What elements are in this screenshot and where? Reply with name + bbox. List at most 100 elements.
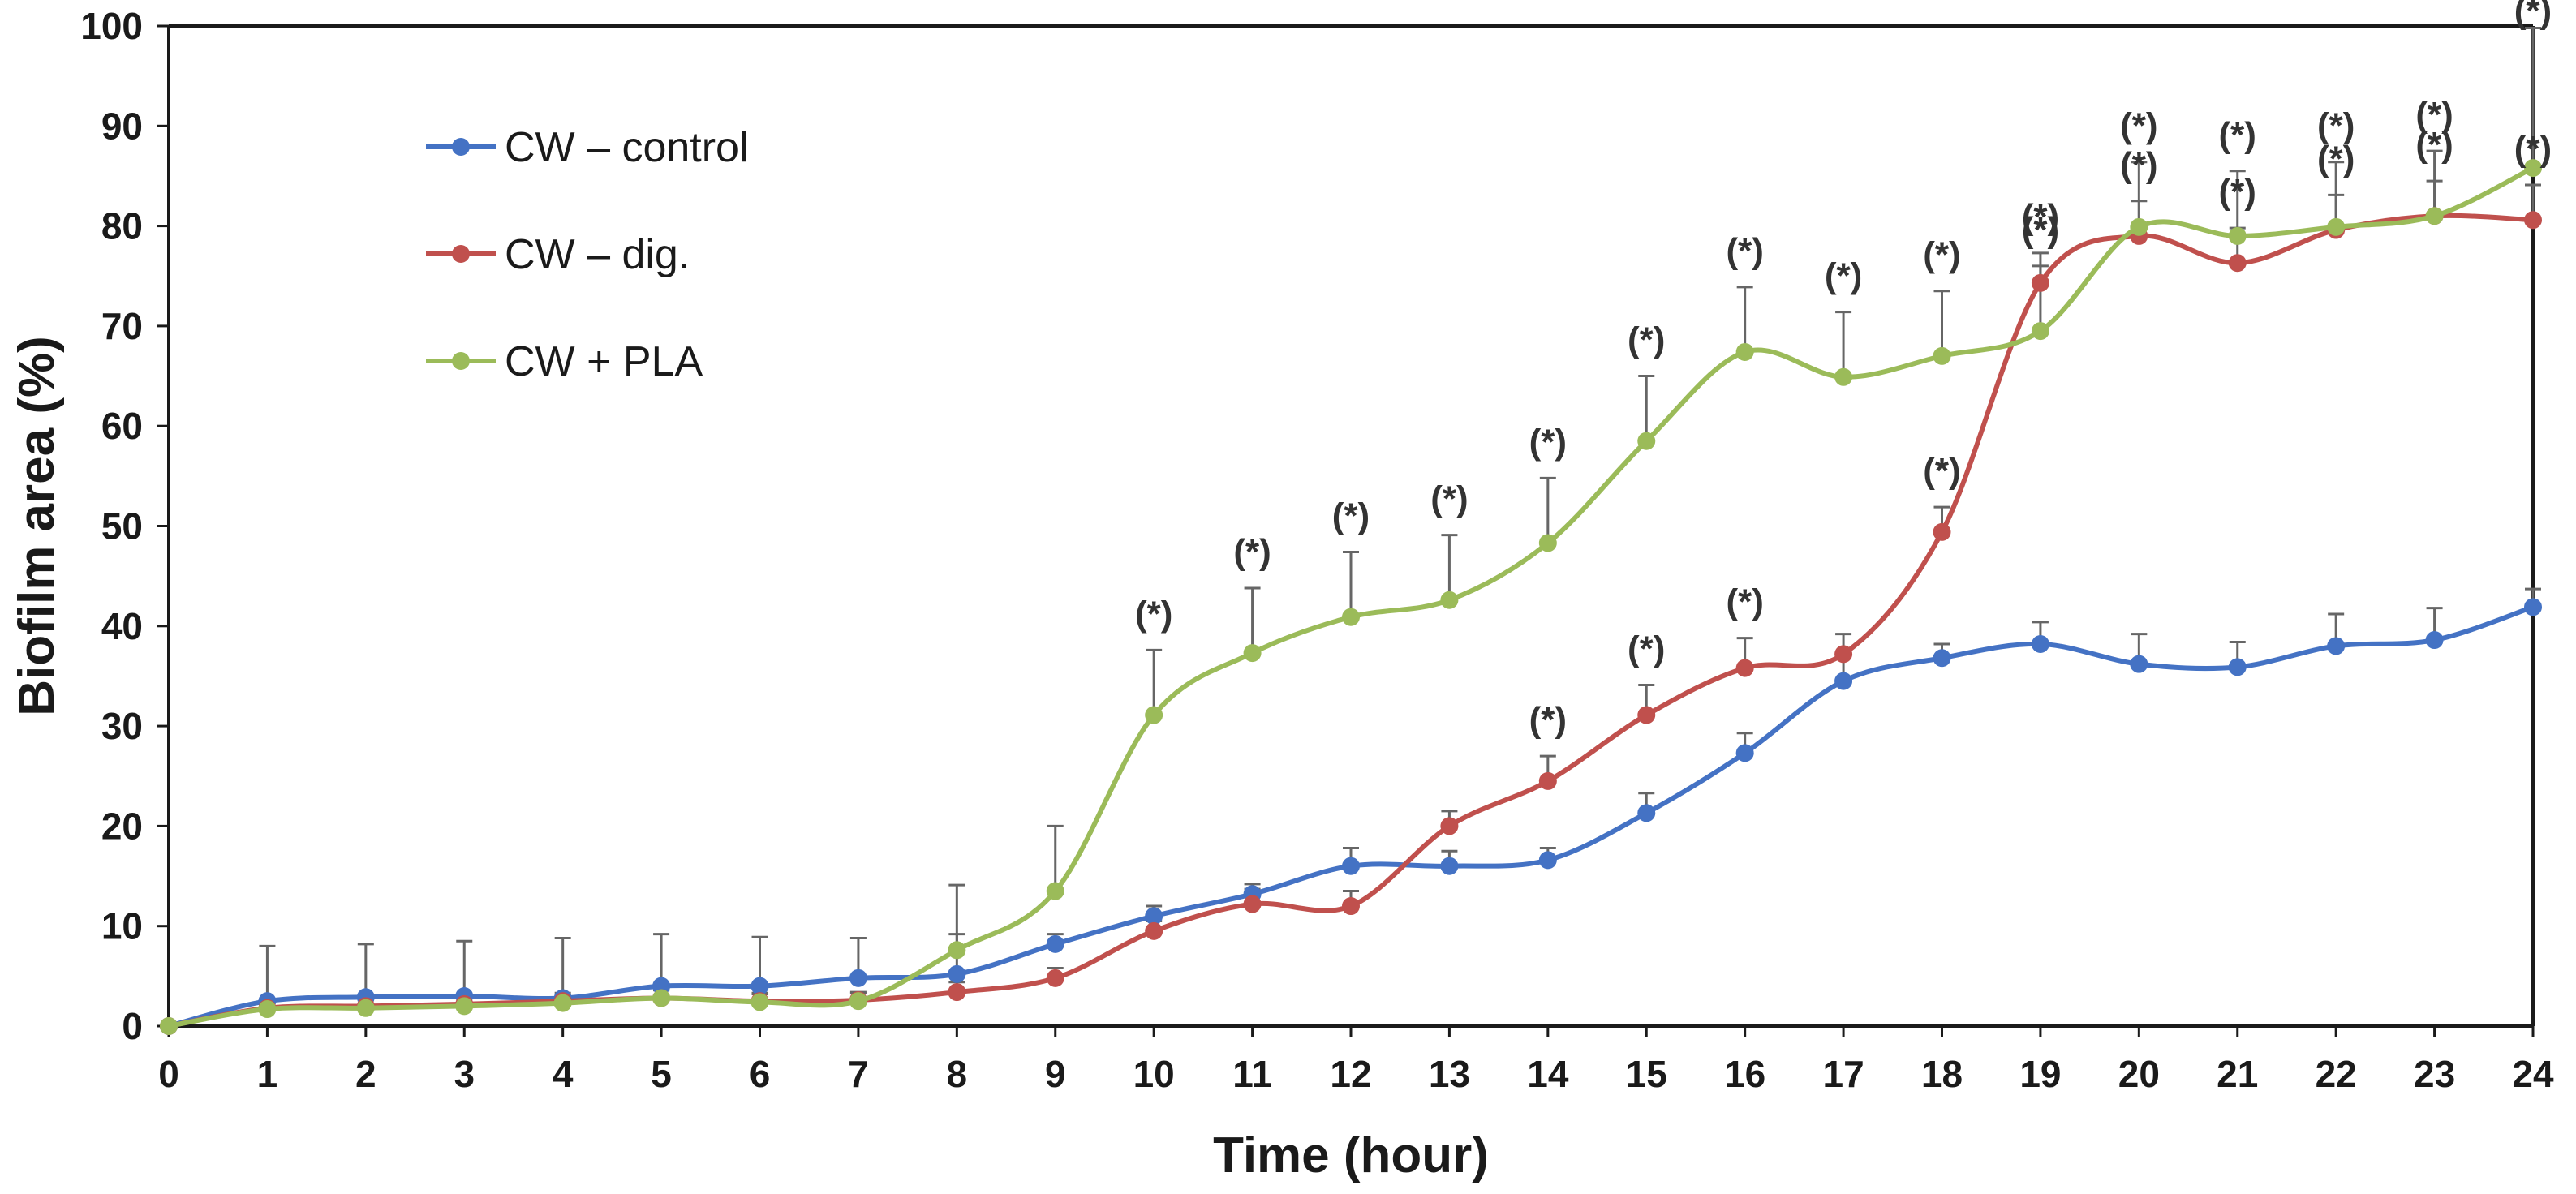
legend-swatch-marker — [452, 245, 470, 263]
error-bar-cw-control — [259, 944, 276, 1002]
legend-item-cw-control: CW – control — [426, 124, 749, 171]
data-point-cw-control — [1046, 934, 1064, 953]
data-point-cw-pla — [750, 993, 769, 1011]
x-tick-label: 23 — [2414, 1053, 2455, 1095]
data-point-cw-control — [1933, 649, 1951, 668]
error-bars-layer — [259, 26, 2541, 1010]
significance-marker-cw-dig: (*) — [1923, 451, 1960, 491]
significance-markers-layer: (*)(*)(*)(*)(*)(*)(*)(*) (*) (*)(*)(*)(*)(… — [1135, 0, 2552, 740]
y-tick-label: 50 — [101, 505, 143, 548]
data-point-cw-control — [948, 964, 966, 983]
data-point-cw-pla — [455, 997, 474, 1016]
y-tick-label: 20 — [101, 805, 143, 847]
significance-marker-cw-pla: (*) — [2022, 210, 2059, 250]
significance-marker-cw-dig: (*) — [2514, 129, 2552, 169]
data-point-cw-control — [849, 969, 867, 987]
x-tick-label: 9 — [1045, 1053, 1066, 1095]
data-point-cw-pla — [2228, 226, 2247, 245]
series-line-cw-control — [168, 604, 2534, 1029]
legend-label: CW – control — [505, 124, 749, 171]
significance-marker-cw-pla: (*) — [1923, 235, 1960, 275]
x-tick-label: 11 — [1232, 1053, 1272, 1095]
significance-marker-cw-dig: (*) — [2317, 139, 2355, 178]
data-point-cw-control — [2228, 658, 2247, 676]
error-bar-cw-pla — [1047, 824, 1064, 891]
data-point-cw-dig — [1933, 522, 1951, 541]
data-point-cw-pla — [1735, 342, 1754, 361]
data-point-cw-pla — [948, 941, 966, 960]
error-bar-cw-pla — [2525, 26, 2541, 169]
significance-marker-cw-pla: (*) — [1825, 256, 1862, 296]
data-point-cw-pla — [652, 989, 671, 1007]
data-point-cw-pla — [160, 1017, 178, 1035]
significance-marker-cw-pla: (*) — [1628, 320, 1665, 360]
x-tick-label: 6 — [750, 1053, 771, 1095]
legend-item-cw-dig: CW – dig. — [426, 231, 690, 278]
significance-marker-cw-pla: (*) — [1233, 532, 1271, 572]
data-point-cw-pla — [356, 999, 375, 1017]
data-point-cw-pla — [1342, 608, 1360, 626]
significance-marker-cw-pla: (*) — [1529, 422, 1567, 462]
error-bar-cw-pla — [2328, 161, 2345, 227]
legend-label: CW – dig. — [505, 231, 690, 278]
data-point-cw-control — [2425, 631, 2444, 650]
significance-marker-cw-dig: (*) — [2219, 172, 2256, 212]
y-tick-label: 30 — [101, 705, 143, 747]
significance-marker-cw-pla: (*) — [2317, 106, 2355, 146]
error-bar-cw-pla — [1441, 534, 1458, 600]
data-point-cw-control — [1538, 851, 1557, 870]
data-point-cw-pla — [258, 1000, 277, 1019]
significance-marker-cw-pla: (*) — [2514, 0, 2552, 31]
significance-marker-cw-dig: (*) — [2022, 197, 2059, 237]
significance-marker-cw-pla: (*) — [1332, 496, 1370, 536]
x-axis-title: Time (hour) — [1213, 1127, 1489, 1183]
error-bar-cw-pla — [2131, 161, 2148, 227]
y-tick-label: 100 — [80, 5, 143, 47]
legend: CW – control CW – dig. CW + PLA — [426, 124, 749, 385]
data-point-cw-control — [2130, 655, 2148, 673]
data-point-cw-dig — [1834, 645, 1853, 664]
x-tick-label: 20 — [2118, 1053, 2160, 1095]
data-point-cw-dig — [1342, 897, 1360, 916]
error-bar-cw-pla — [948, 883, 965, 951]
error-bar-cw-pla — [1933, 290, 1950, 356]
data-point-cw-control — [1145, 907, 1163, 926]
x-tick-label: 10 — [1133, 1053, 1175, 1095]
data-point-cw-dig — [2524, 211, 2542, 230]
data-point-cw-pla — [1834, 367, 1853, 386]
significance-marker-cw-pla: (*) — [2219, 115, 2256, 155]
x-tick-label: 21 — [2217, 1053, 2258, 1095]
data-point-cw-dig — [1440, 817, 1459, 835]
x-tick-label: 3 — [454, 1053, 475, 1095]
x-tick-label: 18 — [1921, 1053, 1963, 1095]
error-bar-cw-pla — [1146, 648, 1163, 715]
significance-marker-cw-pla: (*) — [1726, 231, 1763, 271]
data-point-cw-dig — [1735, 659, 1754, 677]
data-point-cw-dig — [948, 983, 966, 1002]
data-point-cw-control — [1342, 857, 1360, 875]
y-tick-label: 60 — [101, 405, 143, 447]
data-point-cw-dig — [1538, 771, 1557, 790]
data-point-cw-dig — [1046, 969, 1064, 987]
significance-marker-cw-dig: (*) — [2415, 125, 2453, 165]
x-tick-label: 12 — [1330, 1053, 1371, 1095]
y-tick-label: 10 — [101, 905, 143, 947]
x-tick-label: 15 — [1626, 1053, 1667, 1095]
significance-marker-cw-pla: (*) — [2415, 95, 2453, 135]
data-point-cw-pla — [2327, 217, 2346, 236]
y-tick-label: 90 — [101, 105, 143, 147]
y-tick-label: 80 — [101, 205, 143, 247]
data-point-cw-pla — [1538, 534, 1557, 552]
data-point-cw-dig — [2031, 273, 2049, 292]
y-tick-label: 40 — [101, 605, 143, 647]
error-bar-cw-pla — [1638, 375, 1655, 441]
data-point-cw-control — [2524, 598, 2542, 616]
significance-marker-cw-pla: (*) — [1135, 594, 1172, 634]
data-point-cw-pla — [1145, 706, 1163, 724]
x-tick-label: 17 — [1822, 1053, 1864, 1095]
legend-swatch-marker — [452, 352, 470, 370]
error-bar-cw-pla — [1736, 286, 1753, 352]
data-point-cw-dig — [1243, 895, 1262, 913]
data-point-cw-control — [2031, 634, 2049, 653]
